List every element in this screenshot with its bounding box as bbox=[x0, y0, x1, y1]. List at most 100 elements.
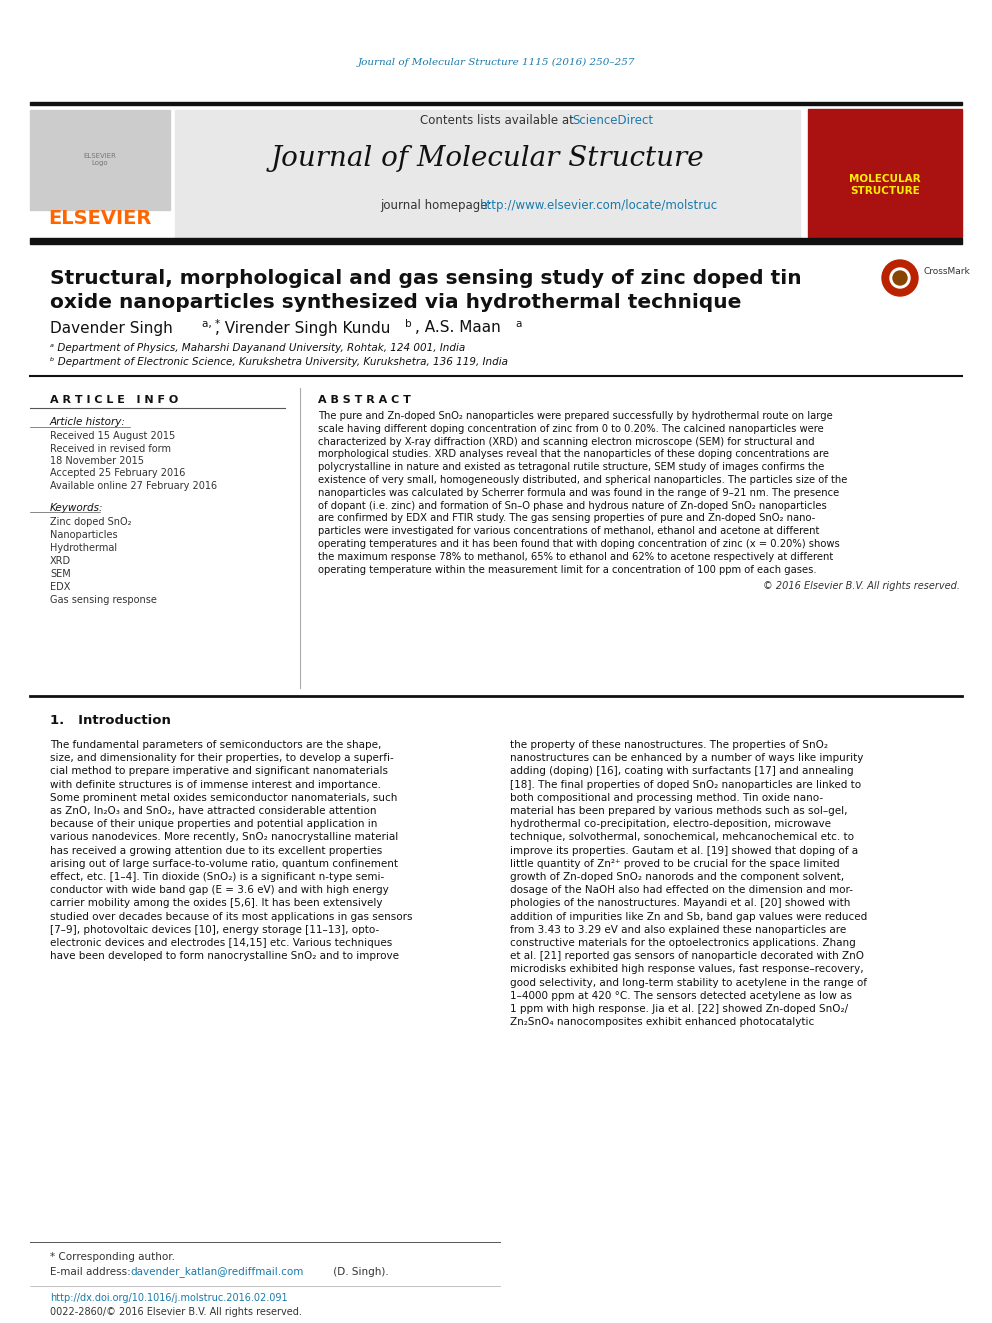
Text: (D. Singh).: (D. Singh). bbox=[330, 1267, 389, 1277]
Text: phologies of the nanostructures. Mayandi et al. [20] showed with: phologies of the nanostructures. Mayandi… bbox=[510, 898, 850, 909]
Text: et al. [21] reported gas sensors of nanoparticle decorated with ZnO: et al. [21] reported gas sensors of nano… bbox=[510, 951, 864, 962]
Text: b: b bbox=[405, 319, 412, 329]
Text: as ZnO, In₂O₃ and SnO₂, have attracted considerable attention: as ZnO, In₂O₃ and SnO₂, have attracted c… bbox=[50, 806, 377, 816]
Text: http://www.elsevier.com/locate/molstruc: http://www.elsevier.com/locate/molstruc bbox=[480, 198, 718, 212]
Text: operating temperature within the measurement limit for a concentration of 100 pp: operating temperature within the measure… bbox=[318, 565, 816, 574]
Text: material has been prepared by various methods such as sol–gel,: material has been prepared by various me… bbox=[510, 806, 847, 816]
Text: ScienceDirect: ScienceDirect bbox=[572, 114, 653, 127]
Text: dosage of the NaOH also had effected on the dimension and mor-: dosage of the NaOH also had effected on … bbox=[510, 885, 853, 896]
Text: 18 November 2015: 18 November 2015 bbox=[50, 456, 144, 466]
Text: arising out of large surface-to-volume ratio, quantum confinement: arising out of large surface-to-volume r… bbox=[50, 859, 398, 869]
Text: [18]. The final properties of doped SnO₂ nanoparticles are linked to: [18]. The final properties of doped SnO₂… bbox=[510, 779, 861, 790]
Text: Zinc doped SnO₂: Zinc doped SnO₂ bbox=[50, 517, 132, 527]
Bar bbox=[175, 110, 800, 239]
Text: EDX: EDX bbox=[50, 582, 70, 591]
Text: Hydrothermal: Hydrothermal bbox=[50, 542, 117, 553]
Text: microdisks exhibited high response values, fast response–recovery,: microdisks exhibited high response value… bbox=[510, 964, 864, 975]
Text: Gas sensing response: Gas sensing response bbox=[50, 595, 157, 605]
Text: oxide nanoparticles synthesized via hydrothermal technique: oxide nanoparticles synthesized via hydr… bbox=[50, 292, 741, 311]
Text: scale having different doping concentration of zinc from 0 to 0.20%. The calcine: scale having different doping concentrat… bbox=[318, 423, 823, 434]
Text: A B S T R A C T: A B S T R A C T bbox=[318, 396, 411, 405]
Text: conductor with wide band gap (E = 3.6 eV) and with high energy: conductor with wide band gap (E = 3.6 eV… bbox=[50, 885, 389, 896]
Text: journal homepage:: journal homepage: bbox=[380, 198, 499, 212]
Text: * Corresponding author.: * Corresponding author. bbox=[50, 1252, 175, 1262]
Text: 0022-2860/© 2016 Elsevier B.V. All rights reserved.: 0022-2860/© 2016 Elsevier B.V. All right… bbox=[50, 1307, 302, 1316]
Text: Keywords:: Keywords: bbox=[50, 503, 103, 513]
Text: morphological studies. XRD analyses reveal that the nanoparticles of these dopin: morphological studies. XRD analyses reve… bbox=[318, 450, 829, 459]
Text: a: a bbox=[515, 319, 522, 329]
Bar bbox=[808, 108, 962, 237]
Text: good selectivity, and long-term stability to acetylene in the range of: good selectivity, and long-term stabilit… bbox=[510, 978, 867, 987]
Text: size, and dimensionality for their properties, to develop a superfi-: size, and dimensionality for their prope… bbox=[50, 753, 394, 763]
Text: CrossMark: CrossMark bbox=[924, 267, 971, 277]
Circle shape bbox=[893, 271, 907, 284]
Text: © 2016 Elsevier B.V. All rights reserved.: © 2016 Elsevier B.V. All rights reserved… bbox=[763, 581, 960, 591]
Text: because of their unique properties and potential application in: because of their unique properties and p… bbox=[50, 819, 377, 830]
Text: 1–4000 ppm at 420 °C. The sensors detected acetylene as low as: 1–4000 ppm at 420 °C. The sensors detect… bbox=[510, 991, 852, 1000]
Text: The pure and Zn-doped SnO₂ nanoparticles were prepared successfully by hydrother: The pure and Zn-doped SnO₂ nanoparticles… bbox=[318, 411, 832, 421]
Text: are confirmed by EDX and FTIR study. The gas sensing properties of pure and Zn-d: are confirmed by EDX and FTIR study. The… bbox=[318, 513, 815, 524]
Text: davender_katlan@rediffmail.com: davender_katlan@rediffmail.com bbox=[130, 1266, 304, 1278]
Text: SEM: SEM bbox=[50, 569, 70, 579]
Bar bbox=[30, 238, 962, 243]
Text: particles were investigated for various concentrations of methanol, ethanol and : particles were investigated for various … bbox=[318, 527, 819, 536]
Text: characterized by X-ray diffraction (XRD) and scanning electron microscope (SEM) : characterized by X-ray diffraction (XRD)… bbox=[318, 437, 814, 447]
Text: various nanodevices. More recently, SnO₂ nanocrystalline material: various nanodevices. More recently, SnO₂… bbox=[50, 832, 398, 843]
Text: MOLECULAR
STRUCTURE: MOLECULAR STRUCTURE bbox=[849, 175, 921, 196]
Text: growth of Zn-doped SnO₂ nanorods and the component solvent,: growth of Zn-doped SnO₂ nanorods and the… bbox=[510, 872, 844, 882]
Text: Journal of Molecular Structure: Journal of Molecular Structure bbox=[270, 144, 703, 172]
Text: , A.S. Maan: , A.S. Maan bbox=[415, 320, 501, 336]
Text: hydrothermal co-precipitation, electro-deposition, microwave: hydrothermal co-precipitation, electro-d… bbox=[510, 819, 831, 830]
Text: a, *: a, * bbox=[202, 319, 220, 329]
Text: the property of these nanostructures. The properties of SnO₂: the property of these nanostructures. Th… bbox=[510, 740, 828, 750]
Bar bbox=[30, 110, 170, 210]
Text: cial method to prepare imperative and significant nanomaterials: cial method to prepare imperative and si… bbox=[50, 766, 388, 777]
Text: 1 ppm with high response. Jia et al. [22] showed Zn-doped SnO₂/: 1 ppm with high response. Jia et al. [22… bbox=[510, 1004, 848, 1013]
Text: addition of impurities like Zn and Sb, band gap values were reduced: addition of impurities like Zn and Sb, b… bbox=[510, 912, 867, 922]
Text: 1.   Introduction: 1. Introduction bbox=[50, 713, 171, 726]
Text: XRD: XRD bbox=[50, 556, 71, 566]
Text: nanoparticles was calculated by Scherrer formula and was found in the range of 9: nanoparticles was calculated by Scherrer… bbox=[318, 488, 839, 497]
Circle shape bbox=[882, 261, 918, 296]
Text: of dopant (i.e. zinc) and formation of Sn–O phase and hydrous nature of Zn-doped: of dopant (i.e. zinc) and formation of S… bbox=[318, 500, 826, 511]
Text: Received in revised form: Received in revised form bbox=[50, 443, 171, 454]
Text: Structural, morphological and gas sensing study of zinc doped tin: Structural, morphological and gas sensin… bbox=[50, 269, 802, 287]
Text: effect, etc. [1–4]. Tin dioxide (SnO₂) is a significant n-type semi-: effect, etc. [1–4]. Tin dioxide (SnO₂) i… bbox=[50, 872, 384, 882]
Text: carrier mobility among the oxides [5,6]. It has been extensively: carrier mobility among the oxides [5,6].… bbox=[50, 898, 383, 909]
Text: Article history:: Article history: bbox=[50, 417, 126, 427]
Text: Received 15 August 2015: Received 15 August 2015 bbox=[50, 431, 176, 441]
Text: A R T I C L E   I N F O: A R T I C L E I N F O bbox=[50, 396, 179, 405]
Text: Some prominent metal oxides semiconductor nanomaterials, such: Some prominent metal oxides semiconducto… bbox=[50, 792, 398, 803]
Text: electronic devices and electrodes [14,15] etc. Various techniques: electronic devices and electrodes [14,15… bbox=[50, 938, 392, 949]
Text: both compositional and processing method. Tin oxide nano-: both compositional and processing method… bbox=[510, 792, 823, 803]
Text: ELSEVIER: ELSEVIER bbox=[49, 209, 152, 228]
Text: ELSEVIER
Logo: ELSEVIER Logo bbox=[83, 153, 116, 167]
Text: The fundamental parameters of semiconductors are the shape,: The fundamental parameters of semiconduc… bbox=[50, 740, 381, 750]
Text: Accepted 25 February 2016: Accepted 25 February 2016 bbox=[50, 468, 186, 479]
Text: have been developed to form nanocrystalline SnO₂ and to improve: have been developed to form nanocrystall… bbox=[50, 951, 399, 962]
Text: polycrystalline in nature and existed as tetragonal rutile structure, SEM study : polycrystalline in nature and existed as… bbox=[318, 462, 824, 472]
Text: E-mail address:: E-mail address: bbox=[50, 1267, 134, 1277]
Text: little quantity of Zn²⁺ proved to be crucial for the space limited: little quantity of Zn²⁺ proved to be cru… bbox=[510, 859, 839, 869]
Text: from 3.43 to 3.29 eV and also explained these nanoparticles are: from 3.43 to 3.29 eV and also explained … bbox=[510, 925, 846, 935]
Text: adding (doping) [16], coating with surfactants [17] and annealing: adding (doping) [16], coating with surfa… bbox=[510, 766, 854, 777]
Text: [7–9], photovoltaic devices [10], energy storage [11–13], opto-: [7–9], photovoltaic devices [10], energy… bbox=[50, 925, 379, 935]
Text: nanostructures can be enhanced by a number of ways like impurity: nanostructures can be enhanced by a numb… bbox=[510, 753, 863, 763]
Circle shape bbox=[890, 269, 910, 288]
Text: Davender Singh: Davender Singh bbox=[50, 320, 173, 336]
Text: ᵇ Department of Electronic Science, Kurukshetra University, Kurukshetra, 136 119: ᵇ Department of Electronic Science, Kuru… bbox=[50, 357, 508, 366]
Text: technique, solvothermal, sonochemical, mehcanochemical etc. to: technique, solvothermal, sonochemical, m… bbox=[510, 832, 854, 843]
Text: http://dx.doi.org/10.1016/j.molstruc.2016.02.091: http://dx.doi.org/10.1016/j.molstruc.201… bbox=[50, 1293, 288, 1303]
Text: studied over decades because of its most applications in gas sensors: studied over decades because of its most… bbox=[50, 912, 413, 922]
Text: Contents lists available at: Contents lists available at bbox=[420, 114, 581, 127]
Text: improve its properties. Gautam et al. [19] showed that doping of a: improve its properties. Gautam et al. [1… bbox=[510, 845, 858, 856]
Text: operating temperatures and it has been found that with doping concentration of z: operating temperatures and it has been f… bbox=[318, 538, 840, 549]
Text: has received a growing attention due to its excellent properties: has received a growing attention due to … bbox=[50, 845, 382, 856]
Text: Journal of Molecular Structure 1115 (2016) 250–257: Journal of Molecular Structure 1115 (201… bbox=[357, 57, 635, 66]
Text: with definite structures is of immense interest and importance.: with definite structures is of immense i… bbox=[50, 779, 381, 790]
Text: , Virender Singh Kundu: , Virender Singh Kundu bbox=[215, 320, 391, 336]
Text: ᵃ Department of Physics, Maharshi Dayanand University, Rohtak, 124 001, India: ᵃ Department of Physics, Maharshi Dayana… bbox=[50, 343, 465, 353]
Text: Available online 27 February 2016: Available online 27 February 2016 bbox=[50, 482, 217, 491]
Text: existence of very small, homogeneously distributed, and spherical nanoparticles.: existence of very small, homogeneously d… bbox=[318, 475, 847, 486]
Text: Zn₂SnO₄ nanocomposites exhibit enhanced photocatalytic: Zn₂SnO₄ nanocomposites exhibit enhanced … bbox=[510, 1017, 814, 1027]
